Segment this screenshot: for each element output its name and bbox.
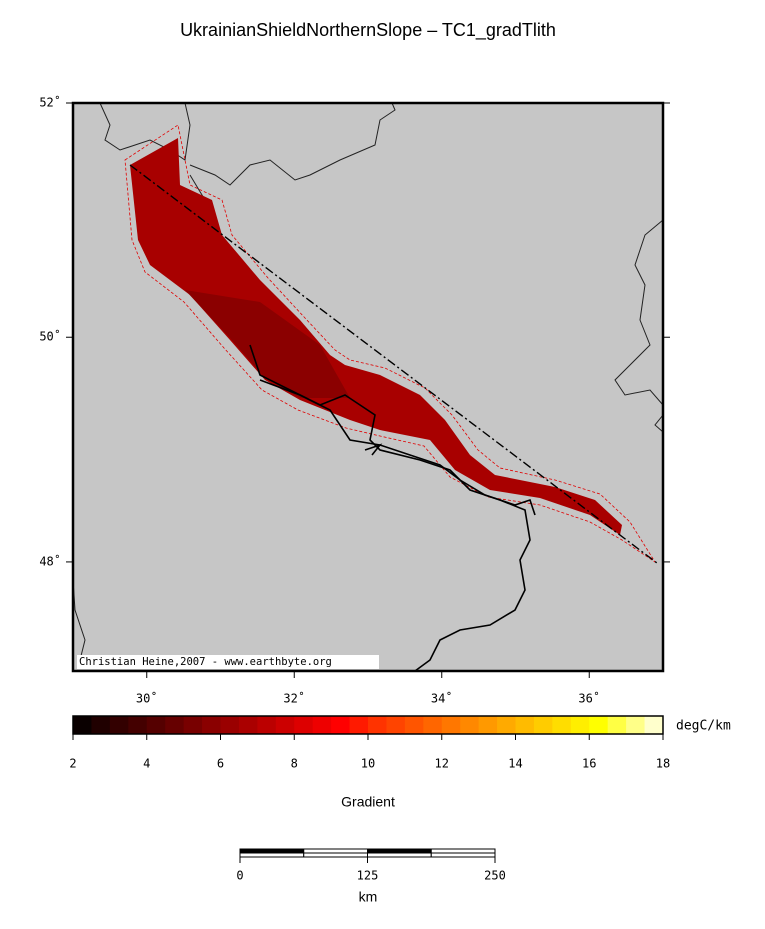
y-tick-label: 52˚ (39, 95, 61, 110)
scalebar-segment (367, 852, 432, 858)
scalebar-segment (239, 848, 305, 854)
gradient-region (130, 138, 622, 535)
rivers (249, 344, 536, 672)
colorbar-swatch (515, 716, 535, 734)
scalebar-unit: km (359, 889, 378, 905)
colorbar-swatch (497, 716, 516, 734)
x-tick-label: 32˚ (283, 691, 305, 706)
colorbar-swatch (202, 716, 221, 734)
colorbar-swatch (294, 716, 314, 734)
colorbar-tick-label: 14 (508, 757, 522, 771)
colorbar-tick-label: 12 (435, 757, 449, 771)
colorbar-tick-label: 6 (217, 757, 224, 771)
scalebar-segment (303, 852, 368, 858)
x-tick-label: 36˚ (578, 691, 600, 706)
colorbar-swatch (128, 716, 148, 734)
gradient-region-dark (185, 290, 350, 398)
colorbar-swatch (165, 716, 185, 734)
scalebar-tick-label: 250 (484, 869, 506, 883)
scalebar-segment (430, 852, 496, 858)
scalebar-tick-label: 0 (236, 869, 243, 883)
colorbar-swatch (183, 716, 203, 734)
colorbar-tick-label: 2 (69, 757, 76, 771)
colorbar-swatch (238, 716, 258, 734)
colorbar-swatch (607, 716, 627, 734)
colorbar-swatch (404, 716, 424, 734)
colorbar-tick-label: 8 (291, 757, 298, 771)
colorbar-swatch (423, 716, 443, 734)
colorbar-swatch (570, 716, 590, 734)
colorbar-swatch (109, 716, 129, 734)
colorbar-tick-label: 16 (582, 757, 596, 771)
x-tick-label: 34˚ (431, 691, 453, 706)
colorbar-swatch (73, 716, 92, 734)
colorbar-tick-label: 4 (143, 757, 150, 771)
colorbar-swatch (146, 716, 166, 734)
colorbar-swatch (275, 716, 295, 734)
colorbar-unit: degC/km (676, 719, 731, 734)
map-frame (71, 101, 665, 673)
border (654, 414, 664, 433)
border (614, 219, 664, 406)
border (189, 102, 396, 186)
colorbar-swatch (331, 716, 351, 734)
scalebar-segment (367, 848, 432, 854)
border (99, 102, 191, 161)
y-tick-label: 50˚ (39, 329, 61, 344)
map-title: UkrainianShieldNorthernSlope – TC1_gradT… (180, 20, 556, 41)
scalebar-segment (430, 848, 496, 854)
colorbar-swatch (91, 716, 111, 734)
colorbar-tick-label: 10 (361, 757, 375, 771)
scalebar-segment (303, 848, 368, 854)
colorbar-swatch (312, 716, 332, 734)
colorbar-swatch (460, 716, 480, 734)
colorbar-swatch (644, 716, 664, 734)
credit: Christian Heine,2007 - www.earthbyte.org (79, 656, 332, 668)
colorbar-swatch (386, 716, 406, 734)
colorbar-swatch (589, 716, 609, 734)
colorbar-swatch (626, 716, 646, 734)
credit-box (77, 655, 379, 669)
colorbar-swatch (220, 716, 240, 734)
colorbar-swatch (349, 716, 369, 734)
colorbar-swatch (441, 716, 461, 734)
colorbar-tick-label: 18 (656, 757, 670, 771)
colorbar-label: Gradient (341, 794, 395, 810)
profile-line (129, 164, 658, 564)
scalebar-segment (239, 852, 305, 858)
colorbar-swatch (533, 716, 553, 734)
colorbar-swatch (368, 716, 387, 734)
scalebar-tick-label: 125 (357, 869, 379, 883)
colorbar-swatch (257, 716, 277, 734)
region-outline (124, 124, 656, 563)
river (259, 379, 536, 516)
colorbar-swatch (478, 716, 498, 734)
y-tick-label: 48˚ (39, 553, 61, 568)
x-tick-label: 30˚ (136, 691, 158, 706)
colorbar-swatch (552, 716, 572, 734)
river (364, 443, 383, 456)
